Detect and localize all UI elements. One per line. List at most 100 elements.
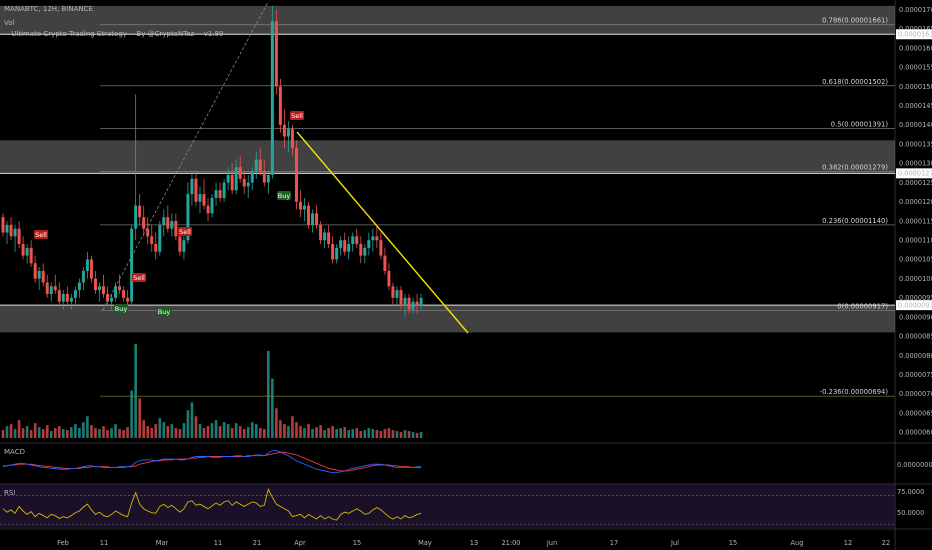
candle-body xyxy=(138,205,142,218)
candle-body xyxy=(238,167,242,179)
time-axis-tick: 15 xyxy=(353,539,361,547)
volume-bar xyxy=(218,426,222,438)
volume-bar xyxy=(90,425,93,438)
candle-body xyxy=(162,217,166,225)
candle-body xyxy=(186,194,190,241)
volume-bar xyxy=(299,426,302,438)
volume-bar xyxy=(146,426,150,438)
candle-body xyxy=(274,21,278,87)
volume-bar xyxy=(351,429,355,438)
volume-bar xyxy=(150,428,154,438)
sell-signal-box xyxy=(132,273,146,282)
candle-body xyxy=(9,224,13,237)
volume-bar xyxy=(367,428,371,438)
fib-level-label: 0.382(0.00001279) xyxy=(822,163,888,171)
candle-body xyxy=(170,221,174,229)
candle-body xyxy=(367,240,371,248)
candle-body xyxy=(375,236,379,241)
time-axis-tick: 22 xyxy=(882,539,890,547)
candle-body xyxy=(254,159,258,172)
volume-bar xyxy=(319,425,322,438)
candle-body xyxy=(158,224,162,252)
volume-bar xyxy=(194,416,198,438)
volume-bar xyxy=(170,424,174,438)
volume-bar xyxy=(82,422,85,438)
volume-bar xyxy=(234,423,238,438)
volume-bar xyxy=(258,428,262,438)
volume-bar xyxy=(122,430,125,438)
candle-body xyxy=(130,228,134,302)
candle-body xyxy=(383,255,387,271)
volume-bar xyxy=(57,426,61,438)
time-axis-tick: 15 xyxy=(729,539,737,547)
volume-bar xyxy=(74,424,77,438)
volume-bar xyxy=(198,424,202,438)
time-axis-tick: 12 xyxy=(844,539,852,547)
rsi-tick-75: 75.0000 xyxy=(897,488,924,496)
volume-bar xyxy=(214,420,218,438)
candle-body xyxy=(73,290,77,298)
price-axis-tick: 0.00001100 xyxy=(899,237,932,245)
buy-signal-box xyxy=(114,304,128,313)
candle-body xyxy=(182,240,186,252)
candle-body xyxy=(363,247,367,256)
candle-body xyxy=(395,290,399,298)
volume-bar xyxy=(178,429,182,438)
volume-bar xyxy=(363,430,367,438)
candle-body xyxy=(174,221,178,237)
sell-signal-label: Sell xyxy=(35,231,47,239)
volume-bar xyxy=(37,427,41,438)
price-axis-tick: 0.00001700 xyxy=(899,6,932,14)
price-axis-tick: 0.00000800 xyxy=(899,352,932,360)
volume-bar xyxy=(242,429,246,438)
candle-body xyxy=(81,270,85,283)
candle-body xyxy=(343,240,347,252)
symbol-title: MANABTC, 12H, BINANCE xyxy=(4,5,93,13)
candle-body xyxy=(118,286,122,291)
volume-bar xyxy=(86,416,89,438)
volume-bar xyxy=(315,427,318,438)
volume-bar xyxy=(395,431,399,438)
volume-bar xyxy=(271,378,274,438)
volume-bar xyxy=(49,431,53,438)
candle-body xyxy=(311,213,315,225)
candle-body xyxy=(85,259,89,271)
candle-body xyxy=(61,294,65,302)
yellow-trendline xyxy=(296,131,469,334)
volume-bar xyxy=(343,427,346,438)
candle-body xyxy=(13,228,17,237)
volume-bar xyxy=(45,425,49,438)
price-axis-tick: 0.00000700 xyxy=(899,390,932,398)
candle-body xyxy=(242,178,246,187)
candle-body xyxy=(246,182,250,187)
price-tag-label: 0.00001274 xyxy=(898,170,932,178)
candle-body xyxy=(134,205,138,229)
volume-bar xyxy=(331,426,334,438)
candle-body xyxy=(5,224,9,233)
volume-bar xyxy=(371,429,375,438)
volume-bar xyxy=(62,429,65,438)
candle-body xyxy=(150,236,154,245)
volume-bar xyxy=(206,426,210,438)
volume-bar xyxy=(158,418,162,438)
volume-bar xyxy=(102,426,105,438)
volume-bar xyxy=(295,422,298,438)
candle-body xyxy=(45,282,49,294)
fib-level-label: -0.236(0.00000694) xyxy=(820,388,889,396)
candle-body xyxy=(399,290,403,306)
volume-bar xyxy=(283,424,286,438)
volume-bar xyxy=(202,428,206,438)
candle-body xyxy=(93,278,97,291)
volume-bar xyxy=(399,432,403,438)
candle-body xyxy=(29,247,33,264)
time-axis-tick: 21:00 xyxy=(501,539,520,547)
time-axis-tick: May xyxy=(418,539,432,547)
price-axis-tick: 0.00001050 xyxy=(899,256,932,264)
candle-body xyxy=(57,290,61,302)
candle-body xyxy=(230,174,234,191)
candle-body xyxy=(282,124,286,137)
sell-signal-box xyxy=(178,227,192,236)
price-axis-tick: 0.00001000 xyxy=(899,275,932,283)
candle-body xyxy=(323,232,327,241)
